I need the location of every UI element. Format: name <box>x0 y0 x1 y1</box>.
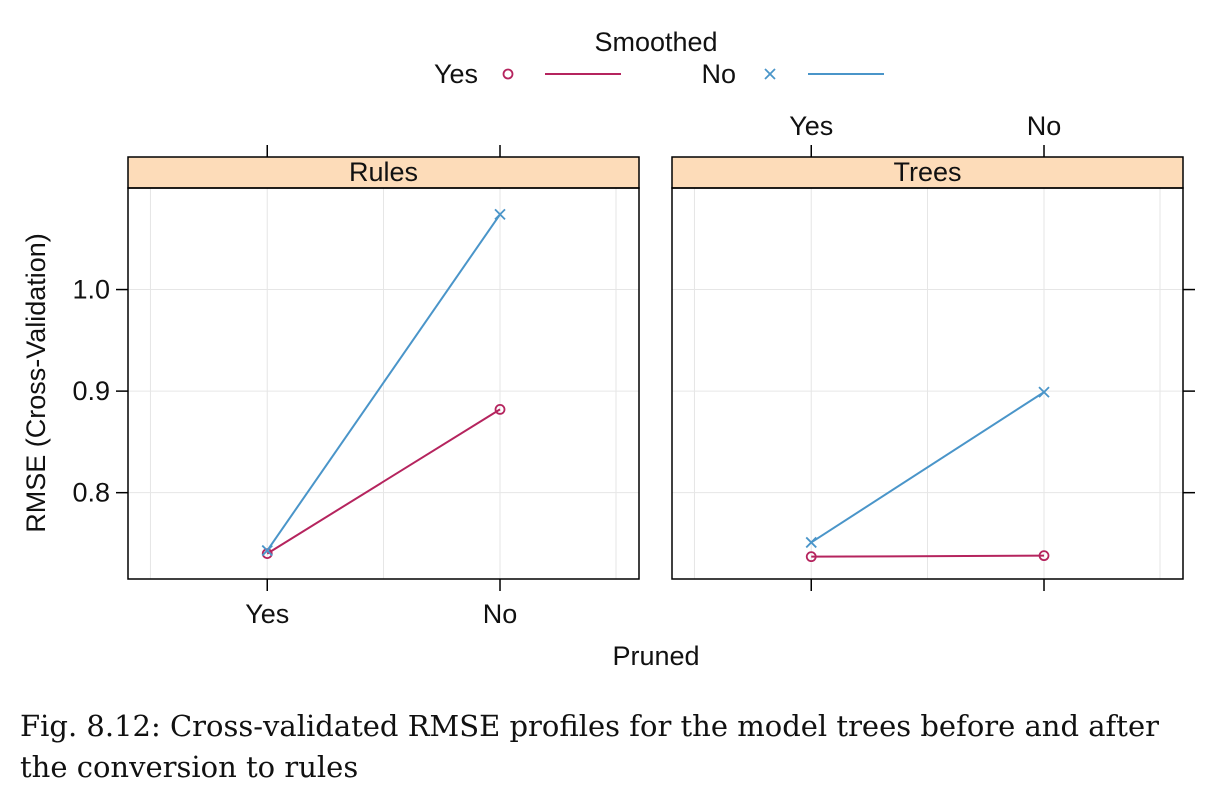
figure-caption: Fig. 8.12: Cross-validated RMSE profiles… <box>20 709 1159 784</box>
data-point-no <box>1038 386 1050 398</box>
grid <box>672 188 1183 579</box>
series-line-no <box>266 213 501 552</box>
y-tick-label: 1.0 <box>72 275 110 305</box>
panel-trees: Trees Yes No <box>671 111 1195 591</box>
panels: Rules Yes No 0.8 0.9 1.0 Trees Yes No <box>72 111 1195 629</box>
y-tick-label: 0.9 <box>72 376 110 406</box>
legend-title: Smoothed <box>594 27 717 57</box>
axis-ticks: Yes No 0.8 0.9 1.0 <box>72 145 517 629</box>
data-point-yes <box>1038 550 1050 562</box>
panel-rules: Rules Yes No 0.8 0.9 1.0 <box>72 145 640 629</box>
series-no <box>805 386 1050 549</box>
data-point-no <box>494 208 506 221</box>
data-point-no <box>261 544 273 557</box>
y-axis-title: RMSE (Cross-Validation) <box>21 233 51 533</box>
strip-label-rules: Rules <box>349 157 418 187</box>
series-yes <box>805 550 1050 563</box>
legend: Smoothed Yes No <box>434 27 884 89</box>
x-tick-label: Yes <box>789 111 833 141</box>
legend-label-yes: Yes <box>434 59 478 89</box>
data-point-yes <box>805 551 817 563</box>
series-line-yes <box>811 554 1045 558</box>
rmse-trellis-chart: Smoothed Yes No Rules Yes No 0.8 0.9 1.0 Trees… <box>21 27 1195 671</box>
legend-cross-no <box>764 68 776 80</box>
legend-label-no: No <box>701 59 736 89</box>
data-point-no <box>805 536 817 549</box>
plot-border <box>127 187 640 580</box>
x-tick-label: Yes <box>245 599 289 629</box>
x-tick-label: No <box>483 599 518 629</box>
strip-trees <box>671 156 1184 189</box>
legend-marker-yes <box>502 68 514 80</box>
axis-ticks: Yes No <box>789 111 1195 591</box>
data-point-yes <box>494 403 506 415</box>
grid <box>128 188 639 579</box>
series-no <box>261 208 506 557</box>
series-line-no <box>810 391 1045 544</box>
plot-border <box>671 187 1184 580</box>
series-yes <box>261 403 506 560</box>
strip-label-trees: Trees <box>893 157 961 187</box>
x-axis-title: Pruned <box>612 641 699 671</box>
series-line-yes <box>266 408 501 555</box>
legend-marker-no <box>764 68 776 80</box>
strip-rules <box>127 156 640 189</box>
y-tick-label: 0.8 <box>72 478 110 508</box>
x-tick-label: No <box>1027 111 1062 141</box>
